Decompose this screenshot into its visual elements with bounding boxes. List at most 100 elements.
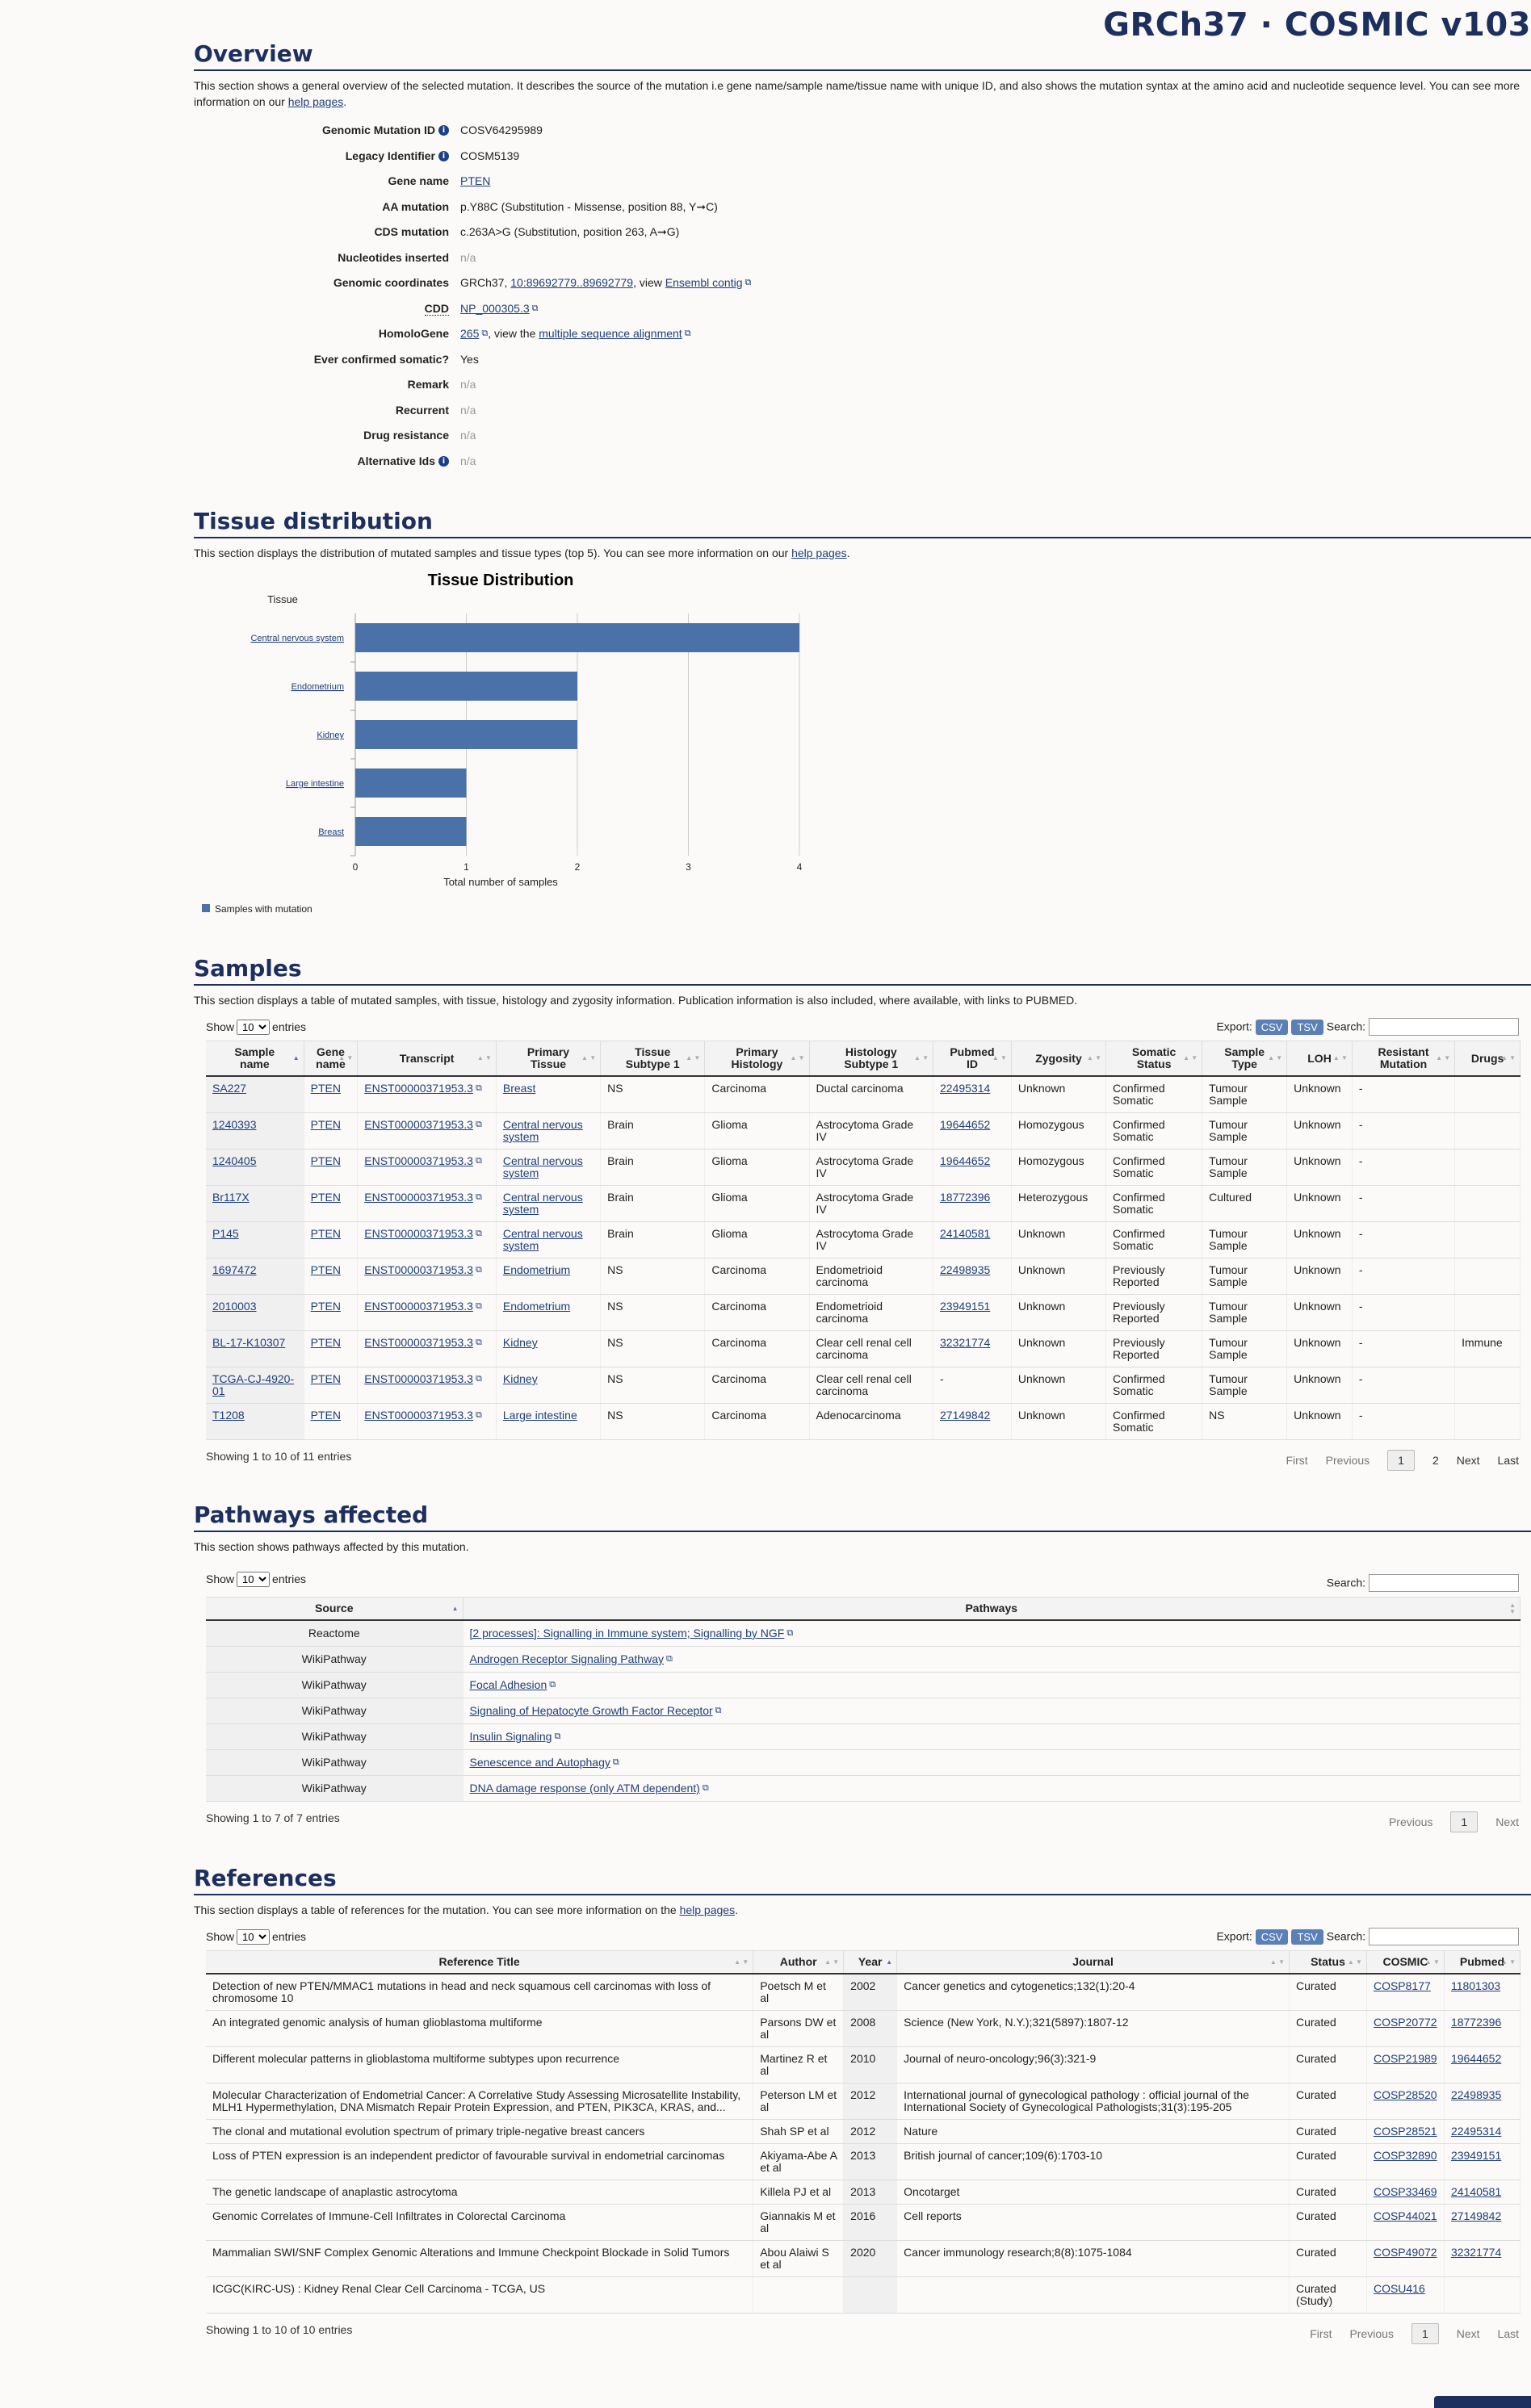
references-header[interactable]: Journal ▲ ▼ [896, 1950, 1290, 1975]
cell-link[interactable]: 19644652 [940, 1154, 991, 1167]
cell-link[interactable]: PTEN [310, 1227, 341, 1240]
tissue-help-link[interactable]: help pages [791, 547, 847, 559]
first-button[interactable]: First [1286, 1454, 1308, 1467]
samples-header[interactable]: Tissue Subtype 1 ▲ ▼ [600, 1041, 706, 1077]
pathway-link[interactable]: Focal Adhesion [469, 1678, 547, 1691]
cell-link[interactable]: P145 [212, 1227, 239, 1240]
back-to-top-button[interactable] [1434, 2396, 1531, 2408]
cell-link[interactable]: 2010003 [212, 1300, 257, 1313]
cell-link[interactable]: 23949151 [940, 1300, 991, 1313]
cell-link[interactable]: COSP8177 [1373, 1979, 1431, 1992]
cell-link[interactable]: SA227 [212, 1082, 247, 1095]
cell-link[interactable]: PTEN [310, 1118, 341, 1131]
previous-button[interactable]: Previous [1349, 2327, 1394, 2340]
gene-link[interactable]: PTEN [460, 174, 491, 187]
next-button[interactable]: Next [1495, 1815, 1519, 1828]
cell-link[interactable]: ENST00000371953.3 [364, 1409, 473, 1422]
cell-link[interactable]: 1240393 [212, 1118, 257, 1131]
references-header[interactable]: Author ▲ ▼ [753, 1950, 845, 1975]
category-label[interactable]: Endometrium [292, 682, 344, 692]
pathway-link[interactable]: DNA damage response (only ATM dependent) [469, 1782, 700, 1794]
samples-header[interactable]: Drugs ▲ ▼ [1454, 1041, 1521, 1077]
cell-link[interactable]: COSP21989 [1373, 2052, 1437, 2065]
cell-link[interactable]: Central nervous system [502, 1154, 583, 1179]
page-1-button[interactable]: 1 [1411, 2323, 1439, 2344]
cell-link[interactable]: TCGA-CJ-4920-01 [212, 1372, 295, 1397]
cell-link[interactable]: Br117X [212, 1191, 250, 1204]
cell-link[interactable]: COSP20772 [1373, 2016, 1437, 2029]
first-button[interactable]: First [1310, 2327, 1332, 2340]
overview-help-link[interactable]: help pages [287, 95, 344, 108]
cell-link[interactable]: PTEN [310, 1082, 341, 1095]
cell-link[interactable]: ENST00000371953.3 [364, 1227, 473, 1240]
cell-link[interactable]: ENST00000371953.3 [364, 1118, 473, 1131]
cell-link[interactable]: PTEN [310, 1336, 341, 1349]
next-button[interactable]: Next [1456, 2327, 1480, 2340]
cell-link[interactable]: Endometrium [502, 1263, 571, 1276]
cell-link[interactable]: 24140581 [940, 1227, 991, 1240]
last-button[interactable]: Last [1497, 2327, 1519, 2340]
cell-link[interactable]: Large intestine [502, 1409, 577, 1422]
cell-link[interactable]: 22498935 [940, 1263, 991, 1276]
references-header[interactable]: Reference Title ▲ ▼ [206, 1950, 754, 1975]
cell-link[interactable]: 19644652 [940, 1118, 991, 1131]
category-label[interactable]: Large intestine [286, 779, 344, 789]
samples-header[interactable]: Primary Tissue ▲ ▼ [496, 1041, 602, 1077]
cell-link[interactable]: PTEN [310, 1263, 341, 1276]
cell-link[interactable]: COSP28520 [1373, 2088, 1437, 2101]
cell-link[interactable]: COSP33469 [1373, 2185, 1437, 2198]
pathways-search-input[interactable] [1369, 1574, 1519, 1592]
cell-link[interactable]: PTEN [310, 1154, 341, 1167]
cell-link[interactable]: 23949151 [1450, 2149, 1502, 2162]
cell-link[interactable]: 22495314 [940, 1082, 991, 1095]
previous-button[interactable]: Previous [1325, 1454, 1370, 1467]
page-1-button[interactable]: 1 [1387, 1450, 1415, 1471]
cell-link[interactable]: Breast [502, 1082, 536, 1095]
cell-link[interactable]: 22495314 [1450, 2125, 1502, 2138]
page-2-button[interactable]: 2 [1432, 1454, 1439, 1467]
pathways-page-size-select[interactable]: 10 [237, 1571, 271, 1587]
cell-link[interactable]: ENST00000371953.3 [364, 1263, 473, 1276]
previous-button[interactable]: Previous [1388, 1815, 1433, 1828]
references-header[interactable]: Year ▲ [843, 1950, 898, 1975]
samples-header[interactable]: Transcript ▲ ▼ [357, 1041, 497, 1077]
coordinates-link[interactable]: 10:89692779..89692779 [510, 276, 634, 289]
cdd-link[interactable]: NP_000305.3 [460, 301, 530, 315]
pathway-link[interactable]: [2 processes]: Signalling in Immune syst… [469, 1627, 785, 1640]
cell-link[interactable]: ENST00000371953.3 [364, 1300, 473, 1313]
cell-link[interactable]: ENST00000371953.3 [364, 1191, 473, 1204]
samples-header[interactable]: LOH ▲ ▼ [1286, 1041, 1353, 1077]
cell-link[interactable]: COSP32890 [1373, 2149, 1437, 2162]
csv-button[interactable]: CSV [1255, 1928, 1289, 1945]
samples-header[interactable]: Pubmed ID ▲ ▼ [933, 1041, 1012, 1077]
bar[interactable] [355, 720, 577, 749]
cell-link[interactable]: 27149842 [940, 1409, 991, 1422]
cell-link[interactable]: ENST00000371953.3 [364, 1154, 473, 1167]
pathway-link[interactable]: Senescence and Autophagy [469, 1756, 610, 1769]
cell-link[interactable]: Endometrium [502, 1300, 571, 1313]
cell-link[interactable]: 22498935 [1450, 2088, 1502, 2101]
info-icon[interactable]: i [438, 125, 449, 136]
source-header[interactable]: Source ▲ [206, 1597, 463, 1621]
cell-link[interactable]: 18772396 [1450, 2016, 1502, 2029]
cell-link[interactable]: PTEN [310, 1300, 341, 1313]
references-header[interactable]: Status ▲ ▼ [1289, 1950, 1367, 1975]
samples-page-size-select[interactable]: 10 [237, 1019, 271, 1035]
cell-link[interactable]: Kidney [502, 1372, 538, 1385]
references-header[interactable]: Pubmed ▲ ▼ [1444, 1950, 1521, 1975]
cell-link[interactable]: Central nervous system [502, 1118, 583, 1143]
cell-link[interactable]: 32321774 [1450, 2246, 1502, 2259]
tsv-button[interactable]: TSV [1291, 1928, 1323, 1945]
pathway-link[interactable]: Insulin Signaling [469, 1730, 552, 1743]
samples-search-input[interactable] [1369, 1018, 1519, 1036]
cell-link[interactable]: 11801303 [1450, 1979, 1501, 1992]
info-icon[interactable]: i [438, 455, 449, 467]
samples-header[interactable]: Histology Subtype 1 ▲ ▼ [809, 1041, 934, 1077]
cell-link[interactable]: 27149842 [1450, 2209, 1502, 2222]
cell-link[interactable]: COSU416 [1373, 2282, 1425, 2295]
cell-link[interactable]: COSP44021 [1373, 2209, 1437, 2222]
cell-link[interactable]: Central nervous system [502, 1191, 583, 1216]
cell-link[interactable]: ENST00000371953.3 [364, 1372, 473, 1385]
category-label[interactable]: Breast [318, 827, 344, 837]
last-button[interactable]: Last [1497, 1454, 1519, 1467]
